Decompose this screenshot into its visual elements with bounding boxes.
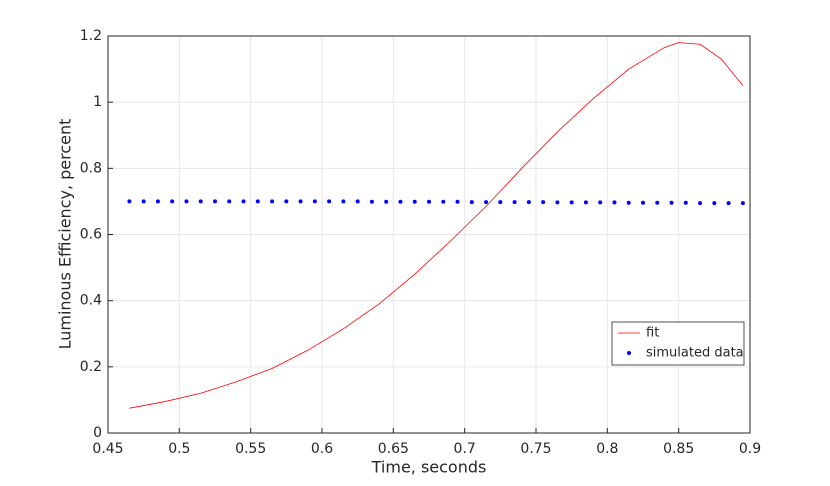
y-tick-label: 0: [93, 425, 102, 441]
data-point: [341, 199, 346, 204]
data-point: [455, 199, 460, 204]
data-point: [598, 200, 603, 205]
data-point: [155, 199, 160, 204]
data-point: [441, 199, 446, 204]
y-tick-label: 0.4: [80, 293, 102, 309]
data-point: [284, 199, 289, 204]
data-point: [655, 200, 660, 205]
data-point: [683, 200, 688, 205]
x-tick-label: 0.9: [739, 441, 761, 457]
data-point: [298, 199, 303, 204]
legend-box: [611, 321, 745, 366]
data-point: [141, 199, 146, 204]
plot-frame: [107, 35, 751, 434]
x-tick-label: 0.65: [378, 441, 409, 457]
x-tick-label: 0.85: [663, 441, 694, 457]
data-point: [427, 199, 431, 204]
data-point: [512, 200, 517, 205]
legend-label: simulated data: [646, 346, 744, 361]
legend-label: fit: [646, 326, 659, 341]
fit-line: [129, 42, 744, 409]
data-point: [398, 199, 403, 204]
data-point: [227, 199, 232, 204]
data-point: [740, 201, 745, 206]
data-point: [198, 199, 203, 204]
data-point: [213, 199, 217, 204]
data-point: [712, 201, 717, 206]
y-tick-label: 0.2: [80, 359, 102, 375]
data-point: [469, 200, 474, 205]
data-point: [541, 200, 546, 205]
data-point: [327, 199, 332, 204]
data-point: [526, 200, 531, 205]
data-point: [612, 200, 617, 205]
data-point: [384, 199, 389, 204]
data-point: [170, 199, 175, 204]
data-point: [412, 199, 417, 204]
data-point: [669, 200, 674, 205]
x-tick-label: 0.8: [596, 441, 618, 457]
data-point: [127, 199, 132, 204]
y-tick-label: 0.6: [80, 227, 102, 243]
x-axis-label: Time, seconds: [371, 458, 487, 477]
x-tick-label: 0.75: [520, 441, 551, 457]
data-point: [726, 201, 731, 206]
data-point: [369, 199, 374, 204]
data-point: [498, 200, 503, 205]
data-point: [626, 200, 631, 205]
x-tick-label: 0.7: [454, 441, 476, 457]
data-point: [270, 199, 275, 204]
data-point: [583, 200, 588, 205]
x-tick-label: 0.55: [235, 441, 266, 457]
data-point: [184, 199, 189, 204]
data-point: [555, 200, 560, 205]
x-tick-label: 0.45: [92, 441, 123, 457]
data-point: [698, 201, 703, 206]
y-tick-label: 1: [93, 94, 102, 110]
y-tick-label: 1.2: [80, 28, 102, 44]
data-point: [312, 199, 317, 204]
data-point: [255, 199, 260, 204]
data-point: [355, 199, 360, 204]
data-point: [569, 200, 574, 205]
data-point: [241, 199, 246, 204]
x-tick-label: 0.6: [311, 441, 333, 457]
data-point: [484, 200, 489, 205]
y-tick-label: 0.8: [80, 160, 102, 176]
y-axis-label: Luminous Efficiency, percent: [56, 119, 75, 350]
x-tick-label: 0.5: [168, 441, 190, 457]
data-point: [641, 200, 645, 205]
legend-symbol: [627, 351, 631, 355]
